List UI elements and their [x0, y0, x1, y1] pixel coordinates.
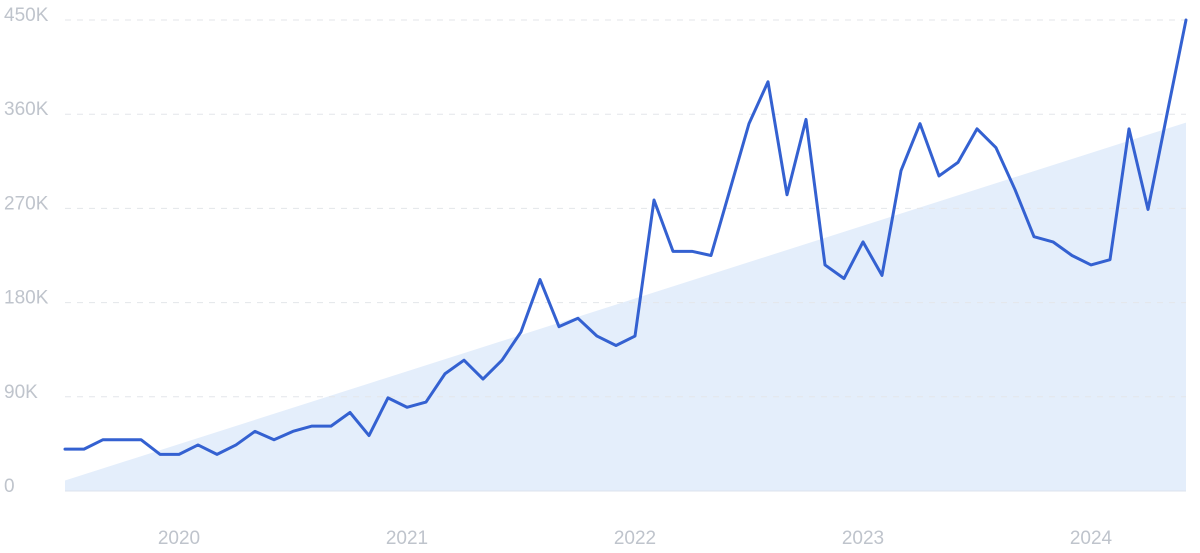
trend-area — [65, 122, 1186, 491]
y-tick-label: 450K — [4, 5, 49, 26]
y-tick-label: 360K — [4, 99, 49, 120]
y-tick-label: 270K — [4, 193, 49, 214]
x-tick-label: 2024 — [1070, 528, 1113, 549]
y-tick-label: 0 — [4, 476, 15, 497]
x-tick-label: 2020 — [158, 528, 200, 549]
y-tick-label: 90K — [4, 382, 38, 403]
x-tick-label: 2021 — [386, 528, 428, 549]
data-line — [63, 18, 1188, 456]
x-tick-label: 2023 — [842, 528, 884, 549]
x-tick-label: 2022 — [614, 528, 656, 549]
y-tick-label: 180K — [4, 288, 49, 309]
